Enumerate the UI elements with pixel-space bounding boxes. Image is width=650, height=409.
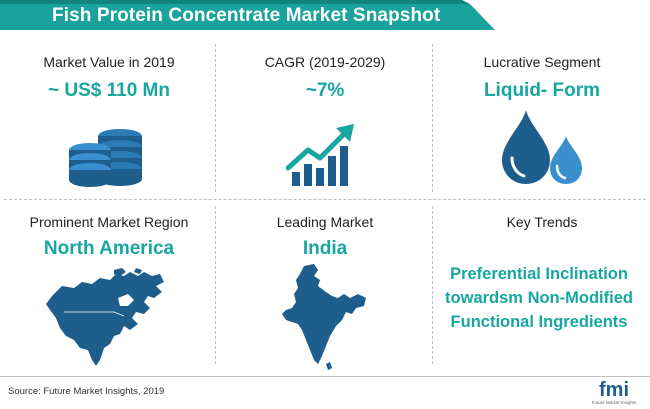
grid-divider bbox=[432, 44, 433, 192]
region-label: Prominent Market Region bbox=[29, 214, 189, 230]
fmi-logo: fmi Future Market Insights bbox=[586, 380, 642, 408]
key-trend-line: towardsm Non-Modified bbox=[445, 289, 633, 307]
india-map-icon bbox=[282, 264, 366, 370]
grid-divider bbox=[215, 44, 216, 192]
region-value: North America bbox=[43, 238, 175, 259]
cagr-value: ~7% bbox=[305, 80, 345, 101]
footer-divider bbox=[0, 376, 650, 377]
key-trend-line: Functional Ingredients bbox=[450, 313, 628, 331]
growth-chart-icon bbox=[286, 124, 354, 186]
lucrative-segment-label: Lucrative Segment bbox=[483, 54, 601, 70]
leading-market-value: India bbox=[302, 238, 348, 259]
market-value-label: Market Value in 2019 bbox=[43, 54, 175, 70]
key-trends-label: Key Trends bbox=[506, 214, 578, 230]
logo-wordmark: fmi bbox=[599, 379, 629, 401]
grid-divider bbox=[432, 206, 433, 364]
key-trends-value: Preferential Inclination towardsm Non-Mo… bbox=[436, 262, 642, 334]
market-value: ~ US$ 110 Mn bbox=[48, 80, 170, 101]
lucrative-segment-value: Liquid- Form bbox=[483, 80, 601, 101]
page-title: Fish Protein Concentrate Market Snapshot bbox=[52, 5, 441, 26]
leading-market-label: Leading Market bbox=[276, 214, 374, 230]
title-banner-shape bbox=[0, 0, 495, 30]
north-america-map-icon bbox=[46, 268, 164, 366]
logo-tagline: Future Market Insights bbox=[591, 400, 637, 405]
key-trend-line: Preferential Inclination bbox=[450, 265, 628, 283]
cagr-label: CAGR (2019-2029) bbox=[264, 54, 386, 70]
grid-divider bbox=[215, 206, 216, 364]
water-drops-icon bbox=[502, 110, 582, 184]
source-note: Source: Future Market Insights, 2019 bbox=[8, 386, 165, 397]
grid-divider bbox=[4, 199, 646, 200]
title-banner: Fish Protein Concentrate Market Snapshot bbox=[0, 0, 650, 30]
coins-stack-icon bbox=[69, 129, 142, 187]
